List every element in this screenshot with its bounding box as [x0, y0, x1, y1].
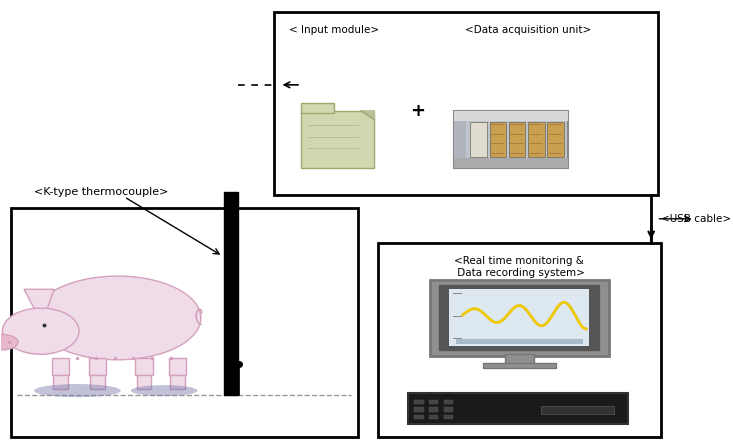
- FancyBboxPatch shape: [430, 280, 609, 356]
- Ellipse shape: [34, 276, 201, 360]
- FancyBboxPatch shape: [429, 415, 438, 419]
- FancyBboxPatch shape: [548, 122, 564, 157]
- FancyBboxPatch shape: [509, 122, 526, 157]
- FancyBboxPatch shape: [52, 358, 70, 375]
- FancyBboxPatch shape: [456, 339, 583, 344]
- FancyBboxPatch shape: [170, 375, 185, 389]
- FancyBboxPatch shape: [90, 375, 105, 389]
- FancyBboxPatch shape: [443, 408, 453, 412]
- FancyBboxPatch shape: [408, 393, 628, 424]
- FancyBboxPatch shape: [414, 408, 424, 412]
- Text: <K-type thermocouple>: <K-type thermocouple>: [34, 187, 169, 198]
- FancyBboxPatch shape: [224, 192, 238, 395]
- Ellipse shape: [130, 385, 197, 396]
- FancyBboxPatch shape: [449, 289, 589, 347]
- FancyBboxPatch shape: [414, 400, 424, 404]
- FancyBboxPatch shape: [429, 408, 438, 412]
- FancyBboxPatch shape: [471, 122, 487, 157]
- FancyBboxPatch shape: [11, 208, 358, 437]
- FancyBboxPatch shape: [274, 11, 658, 194]
- FancyBboxPatch shape: [377, 243, 661, 437]
- FancyBboxPatch shape: [454, 111, 568, 168]
- FancyBboxPatch shape: [89, 358, 106, 375]
- Text: <Real time monitoring &
 Data recording system>: <Real time monitoring & Data recording s…: [454, 256, 585, 278]
- Text: <Data acquisition unit>: <Data acquisition unit>: [465, 25, 591, 35]
- FancyBboxPatch shape: [541, 406, 614, 414]
- FancyBboxPatch shape: [429, 400, 438, 404]
- FancyBboxPatch shape: [443, 400, 453, 404]
- FancyBboxPatch shape: [454, 158, 568, 168]
- FancyBboxPatch shape: [54, 375, 68, 389]
- FancyBboxPatch shape: [414, 415, 424, 419]
- FancyBboxPatch shape: [505, 354, 534, 364]
- Ellipse shape: [2, 308, 79, 354]
- FancyBboxPatch shape: [490, 122, 507, 157]
- Ellipse shape: [0, 335, 18, 350]
- Polygon shape: [24, 290, 54, 308]
- FancyBboxPatch shape: [443, 415, 453, 419]
- FancyBboxPatch shape: [439, 285, 600, 350]
- Text: < Input module>: < Input module>: [290, 25, 380, 35]
- FancyBboxPatch shape: [528, 122, 545, 157]
- Text: +: +: [410, 102, 425, 120]
- FancyBboxPatch shape: [483, 363, 556, 368]
- FancyBboxPatch shape: [301, 111, 375, 168]
- FancyBboxPatch shape: [136, 358, 152, 375]
- Text: <USB cable>: <USB cable>: [661, 214, 732, 224]
- FancyBboxPatch shape: [137, 375, 152, 389]
- FancyBboxPatch shape: [454, 111, 568, 121]
- FancyBboxPatch shape: [301, 103, 334, 113]
- FancyBboxPatch shape: [454, 121, 466, 158]
- Polygon shape: [361, 111, 375, 120]
- FancyBboxPatch shape: [169, 358, 186, 375]
- Ellipse shape: [34, 384, 121, 397]
